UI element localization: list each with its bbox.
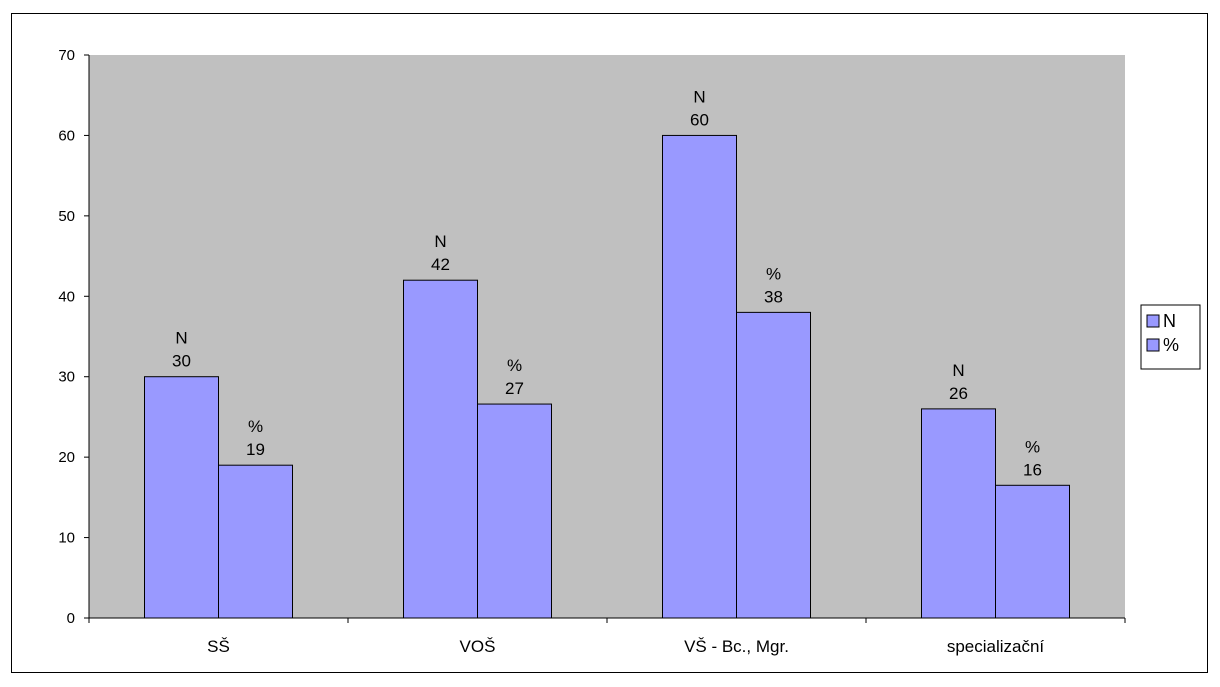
bar-n: [921, 408, 996, 619]
data-label-value: 16: [1023, 460, 1042, 479]
data-label-series: %: [766, 264, 781, 283]
legend-label: N: [1163, 311, 1176, 331]
legend-swatch: [1146, 314, 1160, 328]
bar-percent: [477, 403, 552, 619]
y-tick-label: 50: [58, 208, 75, 225]
bar-percent: [736, 311, 811, 619]
legend-label: %: [1163, 335, 1179, 355]
y-tick-label: 60: [58, 127, 75, 144]
bar-percent: [218, 464, 293, 619]
data-label-series: %: [1025, 437, 1040, 456]
data-label-series: N: [693, 87, 705, 106]
data-label-value: 42: [431, 255, 450, 274]
x-tick-label: VŠ - Bc., Mgr.: [684, 637, 789, 656]
x-axis: SŠ VOŠ VŠ - Bc., Mgr. specializační: [88, 617, 1126, 656]
data-label-value: 60: [690, 110, 709, 129]
y-axis: 0 10 20 30 40 50 60 70: [58, 47, 90, 627]
y-tick-label: 20: [58, 449, 75, 466]
data-label-value: 38: [764, 287, 783, 306]
data-label-series: N: [175, 329, 187, 348]
data-labels: N 30 N 42 N 60 N 26% 19% 27% 38% 16: [172, 87, 1042, 479]
y-tick-label: 40: [58, 288, 75, 305]
y-tick-label: 0: [67, 610, 75, 627]
x-tick-label: VOŠ: [460, 637, 496, 656]
x-tick-label: SŠ: [207, 637, 230, 656]
data-label-value: 30: [172, 352, 191, 371]
data-label-value: 26: [949, 384, 968, 403]
bar-n: [144, 376, 219, 619]
legend: N%: [1140, 304, 1201, 370]
legend-swatch: [1146, 338, 1160, 352]
bar-percent: [995, 484, 1070, 619]
y-tick-label: 10: [58, 530, 75, 547]
data-label-series: %: [248, 417, 263, 436]
data-label-series: %: [507, 356, 522, 375]
bar-n: [662, 134, 737, 619]
data-label-series: N: [434, 232, 446, 251]
x-tick-label: specializační: [947, 637, 1045, 656]
y-tick-label: 30: [58, 369, 75, 386]
data-label-value: 27: [505, 379, 524, 398]
bars: [144, 134, 1070, 619]
data-label-value: 19: [246, 440, 265, 459]
data-label-series: N: [952, 361, 964, 380]
bar-n: [403, 279, 478, 619]
y-tick-label: 70: [58, 47, 75, 64]
